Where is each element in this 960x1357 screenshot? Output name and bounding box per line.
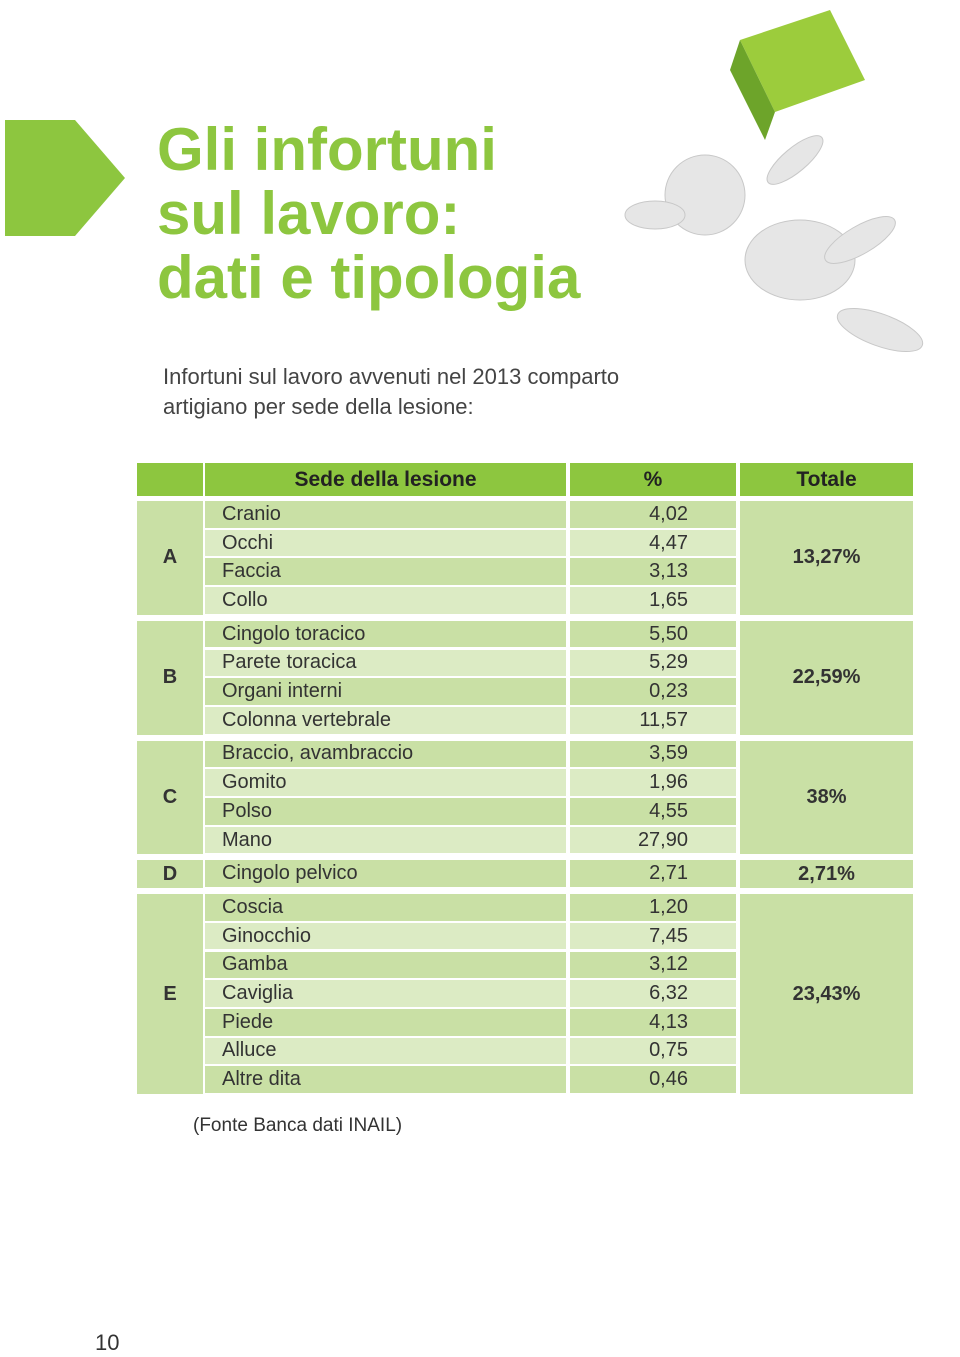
group-total: 23,43%	[740, 894, 913, 1094]
row-name: Ginocchio	[205, 922, 566, 950]
row-percent: 0,75	[570, 1037, 736, 1065]
subtitle-line: artigiano per sede della lesione:	[163, 394, 474, 419]
footnote: (Fonte Banca dati INAIL)	[193, 1115, 403, 1136]
group-letter: A	[137, 501, 203, 615]
row-name: Mano	[205, 826, 566, 854]
row-name: Cingolo toracico	[205, 620, 566, 648]
row-percent: 2,71	[570, 860, 736, 888]
group-letter: E	[137, 894, 203, 1094]
decoration	[5, 10, 924, 353]
subtitle-line: Infortuni sul lavoro avvenuti nel 2013 c…	[163, 364, 620, 389]
row-percent: 1,96	[570, 769, 736, 796]
row-percent: 5,50	[570, 620, 736, 648]
row-percent: 4,55	[570, 798, 736, 825]
row-name: Caviglia	[205, 980, 566, 1007]
header-cell: Totale	[740, 463, 913, 496]
group-total: 13,27%	[740, 501, 913, 615]
row-name: Altre dita	[205, 1066, 566, 1093]
row-percent: 11,57	[570, 706, 736, 734]
group-letter: C	[137, 740, 203, 855]
row-name: Alluce	[205, 1037, 566, 1065]
row-percent: 0,46	[570, 1066, 736, 1093]
row-percent: 3,59	[570, 740, 736, 768]
row-name: Polso	[205, 798, 566, 825]
group-letter: D	[137, 860, 203, 889]
row-percent: 7,45	[570, 922, 736, 950]
row-percent: 0,23	[570, 678, 736, 705]
row-name: Gomito	[205, 769, 566, 796]
row-name: Organi interni	[205, 678, 566, 705]
row-name: Parete toracica	[205, 649, 566, 677]
cube	[740, 10, 865, 112]
row-percent: 4,13	[570, 1008, 736, 1036]
row-name: Piede	[205, 1008, 566, 1036]
page-number: 10	[95, 1330, 120, 1355]
row-percent: 6,32	[570, 980, 736, 1007]
cube-side	[730, 40, 775, 140]
group-letter: B	[137, 620, 203, 735]
row-name: Cranio	[205, 501, 566, 528]
group-total: 2,71%	[740, 860, 913, 889]
row-percent: 27,90	[570, 826, 736, 854]
header-cell: %	[570, 463, 736, 496]
arrow	[5, 120, 125, 236]
row-percent: 3,13	[570, 558, 736, 586]
row-percent: 4,47	[570, 529, 736, 557]
row-name: Braccio, avambraccio	[205, 740, 566, 768]
row-name: Occhi	[205, 529, 566, 557]
row-percent: 5,29	[570, 649, 736, 677]
row-name: Collo	[205, 587, 566, 614]
row-percent: 3,12	[570, 951, 736, 979]
row-name: Cingolo pelvico	[205, 860, 566, 888]
row-name: Coscia	[205, 894, 566, 921]
group-total: 38%	[740, 740, 913, 855]
title-line: Gli infortuni	[157, 116, 497, 183]
row-name: Faccia	[205, 558, 566, 586]
header-cell: Sede della lesione	[205, 463, 566, 496]
row-percent: 1,65	[570, 587, 736, 614]
row-percent: 4,02	[570, 501, 736, 528]
row-name: Colonna vertebrale	[205, 706, 566, 734]
header-cell	[137, 463, 203, 496]
row-percent: 1,20	[570, 894, 736, 921]
group-total: 22,59%	[740, 620, 913, 735]
figure	[624, 135, 924, 353]
row-name: Gamba	[205, 951, 566, 979]
title-line: dati e tipologia	[157, 244, 581, 311]
title-line: sul lavoro:	[157, 180, 461, 247]
